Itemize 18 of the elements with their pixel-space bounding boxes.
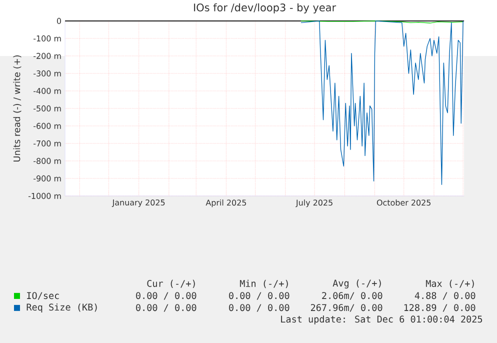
text: 2.06m/ 0.00 — [322, 292, 382, 300]
text: 0.00 / 0.00 — [136, 292, 196, 300]
legend-label: IO/sec — [27, 292, 59, 300]
legend-label: Req Size (KB) — [26, 303, 97, 312]
text: 0.00 / 0.00 — [136, 304, 196, 312]
text: Avg (-/+) — [332, 279, 381, 288]
text: 267.96m/ 0.00 — [310, 304, 382, 312]
line-series — [300, 20, 464, 185]
text: 0.00 / 0.00 — [229, 304, 290, 312]
text: Last update: Sat Dec 6 01:00:04 2025 — [281, 315, 482, 324]
text: 128.89 / 0.00 — [404, 304, 476, 312]
text: Min (-/+) — [240, 280, 288, 288]
y-axis-title: Units read (-) / write (+) — [13, 55, 22, 162]
chart-title: IOs for /dev/loop3 - by year — [194, 3, 336, 14]
text: Cur (-/+) — [147, 280, 195, 288]
text: 4.88 / 0.00 — [414, 292, 476, 300]
text: Max (-/+) — [426, 280, 474, 288]
text: 0.00 / 0.00 — [229, 292, 290, 300]
